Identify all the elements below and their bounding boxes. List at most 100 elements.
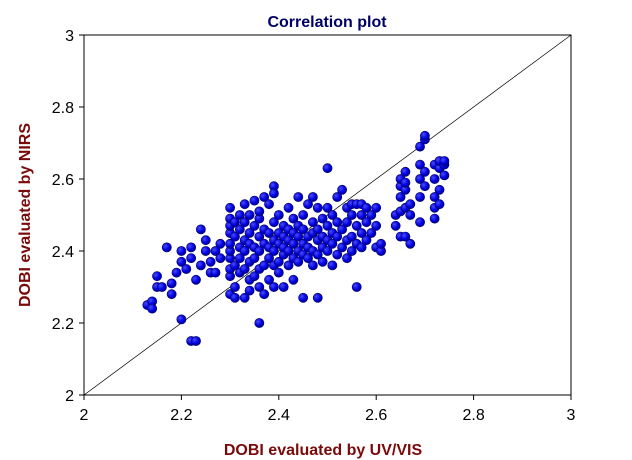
- data-point: [176, 314, 187, 325]
- data-point: [234, 253, 245, 264]
- data-point: [371, 202, 382, 213]
- data-point: [356, 242, 367, 253]
- data-point: [215, 253, 226, 264]
- data-point: [307, 260, 318, 271]
- data-point: [361, 217, 372, 228]
- data-point: [317, 256, 328, 267]
- data-point: [332, 231, 343, 242]
- data-point: [361, 202, 372, 213]
- x-tick-label: 3: [567, 407, 576, 424]
- data-point: [249, 195, 260, 206]
- data-point: [400, 177, 411, 188]
- data-point: [400, 166, 411, 177]
- data-point: [342, 253, 352, 264]
- data-point: [186, 253, 197, 264]
- y-tick-label: 3: [65, 28, 74, 45]
- data-point: [191, 274, 201, 285]
- data-point: [322, 202, 333, 213]
- data-point: [346, 246, 357, 256]
- data-point: [429, 192, 440, 202]
- data-point: [293, 256, 304, 267]
- data-point: [215, 238, 226, 249]
- data-point: [195, 260, 206, 271]
- data-point: [307, 217, 318, 228]
- data-point: [181, 264, 192, 274]
- data-point: [273, 267, 284, 278]
- data-point: [269, 188, 279, 199]
- data-point: [346, 210, 357, 220]
- data-point: [269, 282, 279, 292]
- data-point: [434, 199, 445, 210]
- data-point: [346, 231, 357, 242]
- data-point: [419, 130, 430, 141]
- data-point: [312, 249, 323, 260]
- data-point: [337, 224, 348, 235]
- data-point: [356, 228, 367, 238]
- x-axis-ticks: 2 2.2 2.4 2.6 2.8 3: [80, 395, 576, 424]
- data-point: [439, 170, 450, 181]
- data-point: [293, 231, 304, 242]
- data-point: [400, 231, 411, 242]
- x-tick-label: 2.4: [268, 407, 290, 424]
- data-point: [230, 260, 240, 271]
- data-point: [171, 267, 182, 278]
- data-point: [230, 282, 240, 292]
- data-point: [259, 260, 270, 271]
- y-tick-label: 2: [65, 388, 74, 405]
- data-point: [415, 159, 425, 170]
- data-point: [239, 199, 250, 210]
- data-point: [254, 206, 265, 217]
- data-point: [230, 231, 240, 242]
- data-point: [366, 210, 377, 220]
- data-point: [395, 192, 406, 202]
- data-point: [405, 210, 416, 220]
- data-point: [415, 192, 425, 202]
- y-tick-label: 2.4: [52, 244, 74, 261]
- data-point: [327, 210, 338, 220]
- data-point: [254, 231, 265, 242]
- data-point: [157, 282, 167, 292]
- data-point: [337, 184, 348, 195]
- data-point: [239, 246, 250, 256]
- data-point: [259, 289, 270, 300]
- data-point: [434, 184, 445, 195]
- data-point: [239, 217, 250, 228]
- data-point: [376, 238, 386, 249]
- data-point: [332, 249, 343, 260]
- data-point: [244, 210, 255, 220]
- data-point: [147, 303, 158, 314]
- data-point: [317, 213, 328, 224]
- data-point: [205, 256, 216, 267]
- data-point: [239, 292, 250, 303]
- data-point: [234, 224, 245, 235]
- data-point: [288, 274, 299, 285]
- data-point: [415, 174, 425, 184]
- data-point: [249, 253, 260, 264]
- data-point: [264, 228, 274, 238]
- data-point: [312, 292, 323, 303]
- data-point: [298, 224, 309, 235]
- data-point: [419, 181, 430, 192]
- y-axis-ticks: 2 2.2 2.4 2.6 2.8 3: [52, 28, 84, 405]
- data-point: [288, 238, 299, 249]
- y-axis-label: DOBI evaluated by NIRS: [17, 123, 34, 307]
- data-point: [264, 253, 274, 264]
- data-point: [351, 282, 362, 292]
- data-point: [176, 246, 187, 256]
- data-point: [249, 271, 260, 282]
- data-point: [298, 292, 309, 303]
- data-point: [166, 278, 177, 289]
- data-point: [278, 282, 289, 292]
- data-point: [195, 224, 206, 235]
- data-point: [200, 235, 211, 246]
- x-axis-label: DOBI evaluated by UV/VIS: [224, 442, 423, 459]
- data-points: [142, 130, 450, 346]
- x-tick-label: 2: [80, 407, 89, 424]
- data-point: [322, 163, 333, 174]
- data-point: [390, 220, 401, 231]
- data-point: [429, 213, 440, 224]
- data-point: [312, 202, 323, 213]
- data-point: [405, 199, 416, 210]
- y-tick-label: 2.8: [52, 100, 74, 117]
